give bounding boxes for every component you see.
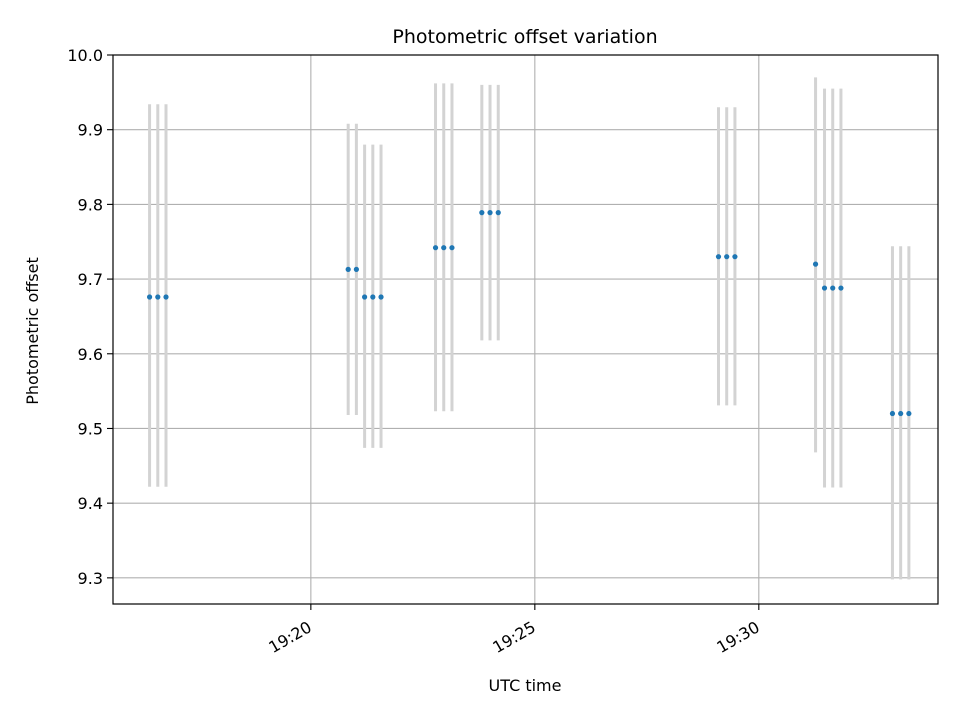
y-axis-ticks: 9.3 9.4 9.5 9.6 9.7 9.8 9.9 10.0	[67, 46, 113, 588]
data-point	[830, 285, 836, 291]
data-point	[732, 254, 738, 260]
x-axis-label: UTC time	[489, 676, 562, 695]
y-tick-label: 9.7	[78, 270, 103, 289]
y-tick-label: 9.5	[78, 419, 103, 438]
y-tick-label: 9.6	[78, 345, 103, 364]
data-point	[715, 254, 722, 260]
data-point	[906, 410, 912, 417]
data-points	[146, 210, 912, 417]
plot-frame	[112, 54, 939, 605]
data-point	[432, 245, 439, 251]
data-point	[812, 261, 819, 267]
data-point	[495, 210, 501, 216]
chart-title: Photometric offset variation	[392, 26, 657, 48]
y-axis-label: Photometric offset	[23, 257, 42, 405]
data-point	[898, 410, 904, 417]
data-point	[146, 294, 153, 300]
data-point	[362, 294, 368, 300]
data-point	[449, 245, 455, 251]
y-tick-label: 9.4	[78, 494, 103, 513]
y-tick-label: 9.9	[78, 121, 103, 140]
y-tick-label: 9.8	[78, 195, 103, 214]
data-point	[889, 410, 896, 417]
data-point	[378, 294, 384, 300]
data-point	[479, 210, 485, 216]
data-point	[441, 245, 447, 251]
y-tick-label: 9.3	[78, 569, 103, 588]
data-point	[724, 254, 730, 260]
data-point	[353, 266, 359, 272]
data-point	[487, 210, 493, 216]
y-tick-label: 10.0	[67, 46, 103, 65]
data-point	[155, 294, 161, 300]
data-point	[821, 285, 828, 291]
data-point	[163, 294, 169, 300]
data-point	[345, 266, 351, 272]
data-point	[838, 285, 844, 291]
data-point	[370, 294, 376, 300]
